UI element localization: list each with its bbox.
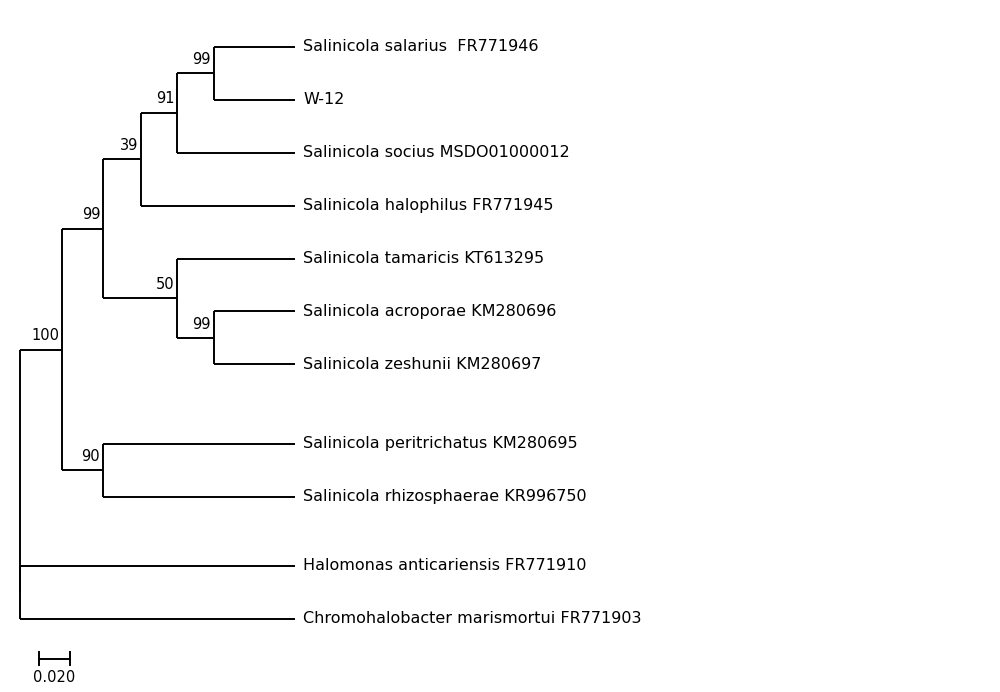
Text: 99: 99 [82,208,100,222]
Text: Salinicola salarius  FR771946: Salinicola salarius FR771946 [303,39,539,54]
Text: 91: 91 [156,91,174,107]
Text: 39: 39 [120,138,138,153]
Text: Salinicola rhizosphaerae KR996750: Salinicola rhizosphaerae KR996750 [303,489,587,504]
Text: 99: 99 [192,52,210,66]
Text: 99: 99 [192,317,210,331]
Text: 100: 100 [31,328,59,343]
Text: Salinicola peritrichatus KM280695: Salinicola peritrichatus KM280695 [303,437,578,451]
Text: Halomonas anticariensis FR771910: Halomonas anticariensis FR771910 [303,558,587,574]
Text: W-12: W-12 [303,92,345,107]
Text: 90: 90 [82,449,100,464]
Text: Chromohalobacter marismortui FR771903: Chromohalobacter marismortui FR771903 [303,611,642,626]
Text: 50: 50 [156,277,174,292]
Text: Salinicola acroporae KM280696: Salinicola acroporae KM280696 [303,304,557,319]
Text: Salinicola tamaricis KT613295: Salinicola tamaricis KT613295 [303,251,544,266]
Text: Salinicola socius MSDO01000012: Salinicola socius MSDO01000012 [303,145,570,160]
Text: Salinicola halophilus FR771945: Salinicola halophilus FR771945 [303,198,554,213]
Text: 0.020: 0.020 [33,671,76,685]
Text: Salinicola zeshunii KM280697: Salinicola zeshunii KM280697 [303,357,542,372]
